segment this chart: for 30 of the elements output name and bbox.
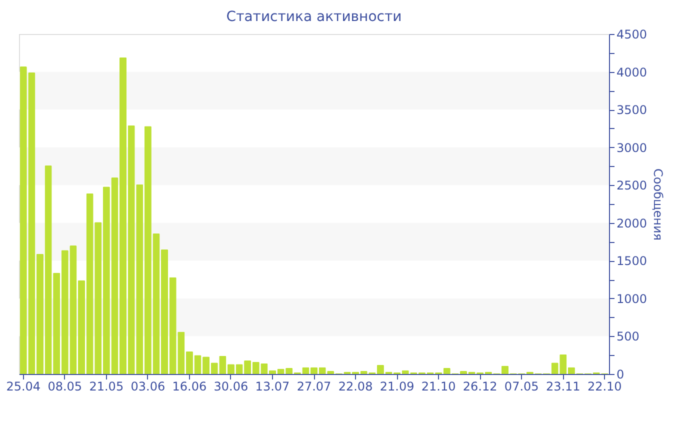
y-tick-label: 1500	[616, 254, 648, 268]
y-tick-label: 1000	[616, 292, 648, 306]
y-axis-title: Сообщения	[651, 168, 666, 241]
bar	[20, 66, 27, 374]
x-tick-label: 16.06	[172, 380, 207, 394]
y-tick-label: 3500	[616, 103, 648, 118]
bar	[44, 165, 52, 374]
x-tick-label: 03.06	[130, 380, 166, 394]
y-tick-label: 2500	[616, 178, 648, 193]
x-tick-label: 21.10	[421, 380, 456, 394]
x-tick-label: 27.07	[296, 380, 332, 394]
x-tick-label: 22.08	[338, 380, 373, 394]
bar	[194, 355, 202, 374]
x-tick-label: 30.06	[214, 380, 248, 394]
x-tick-label: 08.05	[48, 380, 82, 394]
x-tick-label: 25.04	[6, 380, 41, 394]
x-tick-label: 07.05	[504, 380, 539, 394]
y-tick-label: 500	[616, 330, 640, 344]
chart-title: Статистика активности	[226, 9, 402, 25]
y-tick-label: 3000	[616, 140, 648, 155]
x-tick-label: 26.12	[462, 380, 498, 394]
x-tick-label: 23.11	[546, 380, 580, 394]
y-tick-label: 0	[616, 368, 624, 382]
x-tick-label: 13.07	[255, 380, 290, 394]
x-tick-label: 21.09	[380, 380, 414, 394]
y-tick-label: 4000	[616, 65, 648, 80]
x-tick-label: 22.10	[587, 380, 622, 394]
x-tick-label: 21.05	[89, 380, 124, 394]
y-tick-label: 4500	[616, 28, 648, 42]
y-tick-label: 2000	[616, 216, 648, 230]
